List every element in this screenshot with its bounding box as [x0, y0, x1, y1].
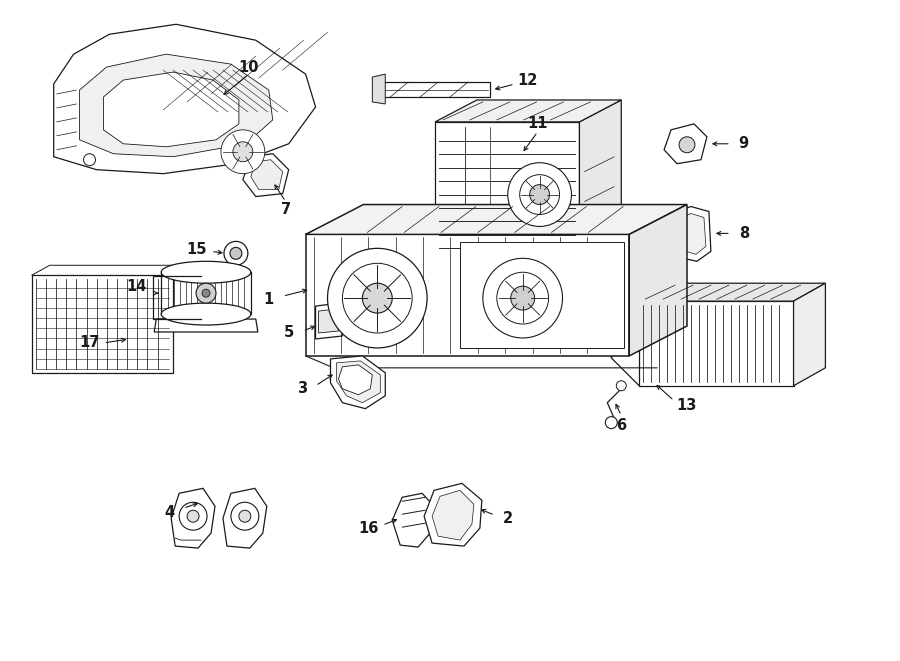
Text: 15: 15 — [185, 242, 206, 257]
Polygon shape — [424, 483, 482, 546]
Text: 10: 10 — [238, 59, 259, 75]
Circle shape — [84, 154, 95, 166]
Polygon shape — [251, 160, 283, 190]
Text: 17: 17 — [79, 335, 100, 350]
Circle shape — [679, 137, 695, 153]
Text: 1: 1 — [264, 292, 274, 307]
Circle shape — [363, 283, 392, 313]
Polygon shape — [154, 319, 257, 332]
Polygon shape — [580, 100, 621, 256]
Text: 12: 12 — [518, 73, 538, 87]
Circle shape — [179, 502, 207, 530]
Polygon shape — [674, 214, 706, 254]
Circle shape — [202, 289, 210, 297]
Polygon shape — [32, 275, 173, 373]
Circle shape — [230, 247, 242, 259]
Polygon shape — [794, 283, 825, 386]
Circle shape — [328, 249, 427, 348]
Text: 6: 6 — [616, 418, 626, 433]
Ellipse shape — [161, 303, 251, 325]
Polygon shape — [432, 490, 474, 540]
Polygon shape — [104, 72, 239, 147]
Circle shape — [530, 184, 550, 204]
Polygon shape — [392, 493, 435, 547]
Circle shape — [231, 502, 259, 530]
Text: 9: 9 — [739, 136, 749, 151]
Polygon shape — [338, 365, 373, 395]
Polygon shape — [337, 361, 381, 403]
Circle shape — [233, 142, 253, 162]
Circle shape — [238, 510, 251, 522]
Text: 16: 16 — [358, 521, 379, 535]
Text: 8: 8 — [739, 226, 749, 241]
Circle shape — [187, 510, 199, 522]
Circle shape — [616, 381, 626, 391]
Polygon shape — [435, 122, 580, 256]
Text: 13: 13 — [677, 398, 698, 413]
Circle shape — [196, 283, 216, 303]
Circle shape — [497, 272, 549, 324]
Polygon shape — [243, 154, 289, 196]
Text: 2: 2 — [503, 511, 513, 525]
Polygon shape — [171, 488, 215, 548]
Circle shape — [221, 130, 265, 174]
Text: 4: 4 — [164, 505, 175, 520]
Polygon shape — [316, 303, 343, 339]
Circle shape — [343, 263, 412, 333]
Circle shape — [224, 241, 248, 265]
Circle shape — [483, 258, 562, 338]
Polygon shape — [306, 204, 687, 235]
Circle shape — [510, 286, 535, 310]
Polygon shape — [54, 24, 316, 174]
Polygon shape — [382, 82, 490, 97]
Text: 14: 14 — [126, 279, 147, 293]
Polygon shape — [79, 54, 273, 157]
Polygon shape — [330, 356, 385, 408]
Ellipse shape — [161, 261, 251, 283]
Polygon shape — [639, 283, 825, 301]
Circle shape — [519, 175, 560, 214]
Text: 7: 7 — [281, 202, 291, 217]
Polygon shape — [639, 301, 794, 386]
Polygon shape — [629, 204, 687, 356]
Text: 5: 5 — [284, 325, 293, 340]
Text: 3: 3 — [298, 381, 308, 396]
Polygon shape — [435, 100, 621, 122]
Polygon shape — [667, 206, 711, 261]
Polygon shape — [460, 243, 625, 348]
Circle shape — [508, 163, 572, 227]
Polygon shape — [223, 488, 266, 548]
Polygon shape — [611, 279, 639, 358]
Polygon shape — [306, 235, 629, 356]
Text: 11: 11 — [527, 116, 548, 132]
Circle shape — [606, 416, 617, 428]
Polygon shape — [373, 74, 385, 104]
Polygon shape — [319, 309, 338, 333]
Polygon shape — [664, 124, 707, 164]
